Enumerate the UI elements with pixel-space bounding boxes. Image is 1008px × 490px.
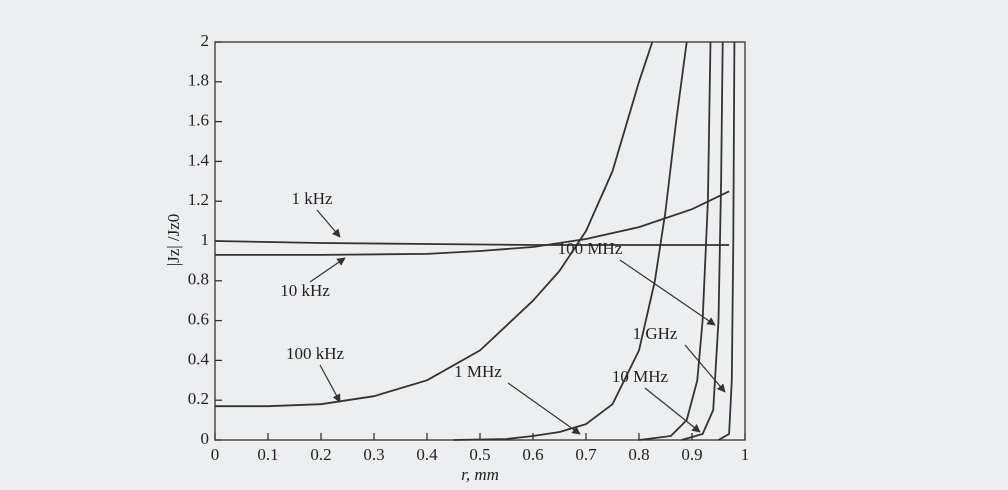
- x-tick-label: 0.9: [681, 445, 702, 464]
- series-label: 1 MHz: [454, 362, 502, 381]
- x-tick-label: 0.5: [469, 445, 490, 464]
- series-line: [681, 41, 724, 441]
- x-tick-label: 0.1: [257, 445, 278, 464]
- series-line: [214, 240, 730, 246]
- y-tick-label: 0.2: [188, 389, 209, 408]
- label-arrow: [684, 344, 726, 393]
- label-arrow: [316, 209, 341, 238]
- y-tick-label: 0: [201, 429, 210, 448]
- series-label: 1 kHz: [291, 189, 333, 208]
- x-axis-label: r, mm: [461, 465, 499, 484]
- label-arrow: [319, 364, 341, 403]
- x-tick-label: 0: [211, 445, 220, 464]
- label-arrow: [619, 259, 716, 326]
- label-arrow: [507, 382, 581, 435]
- y-tick-label: 1.6: [188, 111, 209, 130]
- x-tick-label: 0.2: [310, 445, 331, 464]
- y-axis-label: |Jz| /Jz0: [164, 214, 183, 267]
- series-line: [215, 41, 654, 408]
- series-line: [215, 190, 730, 256]
- y-tick-label: 1.2: [188, 190, 209, 209]
- y-tick-label: 0.6: [188, 310, 209, 329]
- y-tick-label: 1.8: [188, 71, 209, 90]
- series-line: [453, 41, 688, 441]
- y-tick-label: 0.4: [188, 349, 210, 368]
- series-label: 10 MHz: [612, 367, 669, 386]
- series-line: [718, 41, 736, 441]
- series-label: 100 MHz: [558, 239, 623, 258]
- label-arrow: [644, 387, 701, 433]
- y-tick-label: 2: [201, 31, 210, 50]
- label-arrow: [309, 257, 346, 283]
- series-label: 10 kHz: [280, 281, 330, 300]
- x-tick-label: 1: [741, 445, 750, 464]
- x-tick-label: 0.4: [416, 445, 438, 464]
- y-tick-label: 0.8: [188, 270, 209, 289]
- x-tick-label: 0.6: [522, 445, 543, 464]
- x-tick-label: 0.3: [363, 445, 384, 464]
- x-tick-label: 0.8: [628, 445, 649, 464]
- y-tick-label: 1: [201, 230, 210, 249]
- series-line: [638, 41, 712, 441]
- y-tick-label: 1.4: [188, 150, 210, 169]
- x-tick-label: 0.7: [575, 445, 597, 464]
- series-label: 1 GHz: [633, 324, 678, 343]
- series-label: 100 kHz: [286, 344, 345, 363]
